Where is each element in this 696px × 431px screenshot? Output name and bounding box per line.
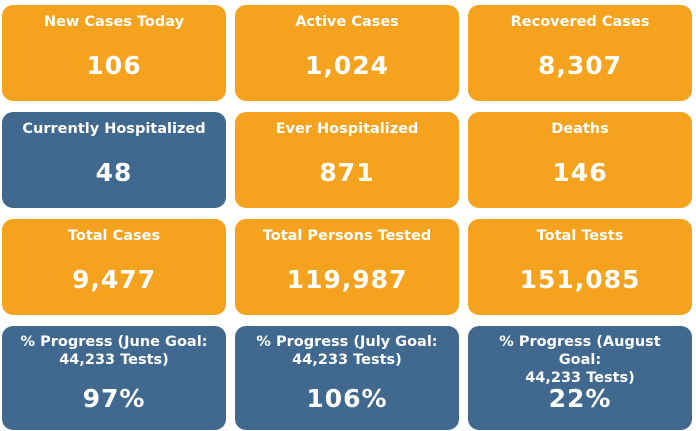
dashboard-grid: New Cases Today 106 Active Cases 1,024 R… [2, 5, 692, 430]
card-title: Total Cases [67, 228, 161, 244]
card-value: 146 [552, 158, 608, 187]
card-total-cases: Total Cases 9,477 [2, 219, 226, 315]
card-total-tests: Total Tests 151,085 [468, 219, 692, 315]
card-active-cases: Active Cases 1,024 [235, 5, 459, 101]
card-title: Total Tests [536, 228, 624, 244]
card-title: Total Persons Tested [262, 228, 432, 244]
card-value: 106 [86, 51, 142, 80]
card-title: Recovered Cases [510, 14, 650, 30]
card-value: 48 [95, 158, 133, 187]
card-title: % Progress (June Goal: 44,233 Tests) [20, 334, 208, 368]
card-title: % Progress (July Goal: 44,233 Tests) [256, 334, 438, 368]
card-title: Deaths [551, 121, 609, 137]
card-value: 119,987 [286, 265, 408, 294]
card-progress-june: % Progress (June Goal: 44,233 Tests) 97% [2, 326, 226, 430]
card-title: New Cases Today [43, 14, 185, 30]
card-deaths: Deaths 146 [468, 112, 692, 208]
card-ever-hospitalized: Ever Hospitalized 871 [235, 112, 459, 208]
card-value: 1,024 [304, 51, 390, 80]
card-value: 871 [319, 158, 375, 187]
card-title: Active Cases [295, 14, 399, 30]
card-recovered-cases: Recovered Cases 8,307 [468, 5, 692, 101]
card-value: 9,477 [71, 265, 157, 294]
card-progress-august: % Progress (August Goal: 44,233 Tests) 2… [468, 326, 692, 430]
card-value: 106% [306, 384, 388, 413]
card-value: 22% [548, 384, 612, 413]
card-value: 151,085 [519, 265, 641, 294]
card-currently-hospitalized: Currently Hospitalized 48 [2, 112, 226, 208]
card-title: % Progress (August Goal: 44,233 Tests) [499, 334, 661, 386]
card-value: 97% [82, 384, 146, 413]
card-title: Ever Hospitalized [275, 121, 419, 137]
card-value: 8,307 [537, 51, 623, 80]
card-progress-july: % Progress (July Goal: 44,233 Tests) 106… [235, 326, 459, 430]
card-new-cases-today: New Cases Today 106 [2, 5, 226, 101]
card-title: Currently Hospitalized [22, 121, 206, 137]
card-total-persons-tested: Total Persons Tested 119,987 [235, 219, 459, 315]
